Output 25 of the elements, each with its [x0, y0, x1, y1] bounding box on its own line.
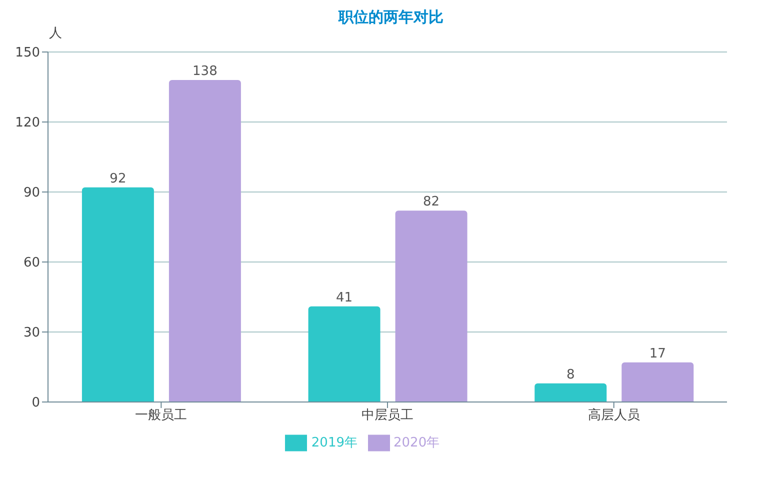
bar — [168, 80, 241, 402]
y-tick-label: 120 — [15, 116, 40, 131]
bar — [308, 306, 380, 402]
data-label: 82 — [423, 194, 440, 210]
y-tick-label: 30 — [23, 326, 40, 341]
legend-label: 2020年 — [394, 436, 440, 451]
y-tick-label: 60 — [23, 256, 40, 271]
legend-label: 2019年 — [311, 436, 358, 451]
bar — [534, 383, 607, 402]
y-tick-label: 90 — [23, 186, 40, 201]
bar — [622, 362, 694, 402]
y-axis-title: 人 — [49, 26, 62, 42]
y-tick-label: 150 — [15, 46, 40, 61]
data-label: 41 — [336, 290, 353, 306]
data-label: 92 — [110, 171, 126, 186]
chart-title: 职位的两年对比 — [337, 8, 444, 27]
data-label: 17 — [649, 346, 666, 362]
bar — [82, 187, 154, 402]
data-label: 138 — [192, 64, 218, 79]
bar — [395, 210, 468, 402]
data-label: 8 — [566, 367, 575, 382]
x-tick-label: 中层员工 — [362, 408, 414, 424]
x-tick-label: 高层人员 — [588, 407, 640, 424]
y-tick-label: 0 — [32, 396, 40, 411]
x-tick-label: 一般员工 — [135, 408, 188, 424]
